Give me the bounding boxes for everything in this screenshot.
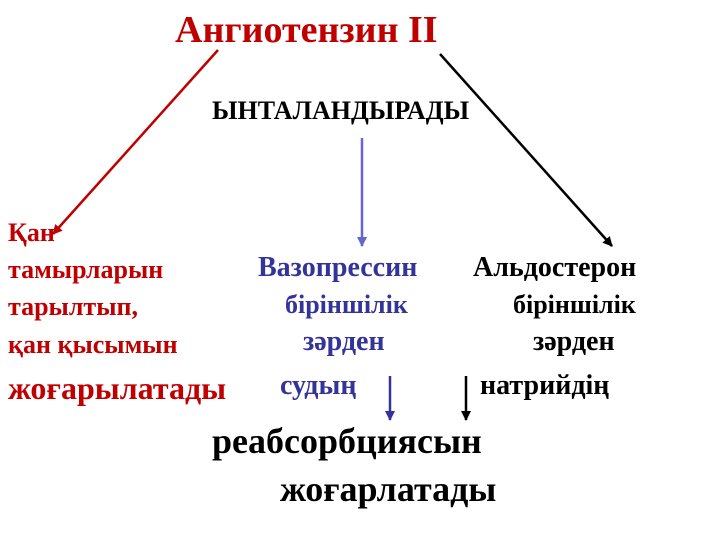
left-line1: Қан: [8, 218, 55, 248]
arrow-top-right: [440, 54, 612, 246]
left-line5: жоғарылатады: [8, 370, 226, 407]
left-line3: тарылтып,: [8, 292, 138, 322]
diagram-stage: Ангиотензин ІІ ЫНТАЛАНДЫРАДЫ Қан тамырла…: [0, 0, 720, 540]
left-line4: қан қысымын: [8, 330, 178, 360]
stimulates-label: ЫНТАЛАНДЫРАДЫ: [212, 96, 469, 126]
bottom-line1: реабсорбциясын: [212, 420, 482, 462]
right-title: Альдостерон: [473, 252, 636, 284]
bottom-line2: жоғарлатады: [280, 468, 496, 510]
arrow-top-left: [53, 50, 218, 234]
center-sub3: судың: [280, 370, 356, 402]
right-sub2: зәрден: [533, 326, 615, 358]
center-title: Вазопрессин: [258, 252, 417, 284]
left-line2: тамырларын: [8, 255, 163, 285]
title: Ангиотензин ІІ: [175, 8, 438, 52]
center-sub2: зәрден: [303, 326, 385, 358]
right-sub1: біріншілік: [513, 290, 636, 320]
center-sub1: біріншілік: [285, 290, 408, 320]
right-sub3: натрийдің: [480, 370, 609, 402]
